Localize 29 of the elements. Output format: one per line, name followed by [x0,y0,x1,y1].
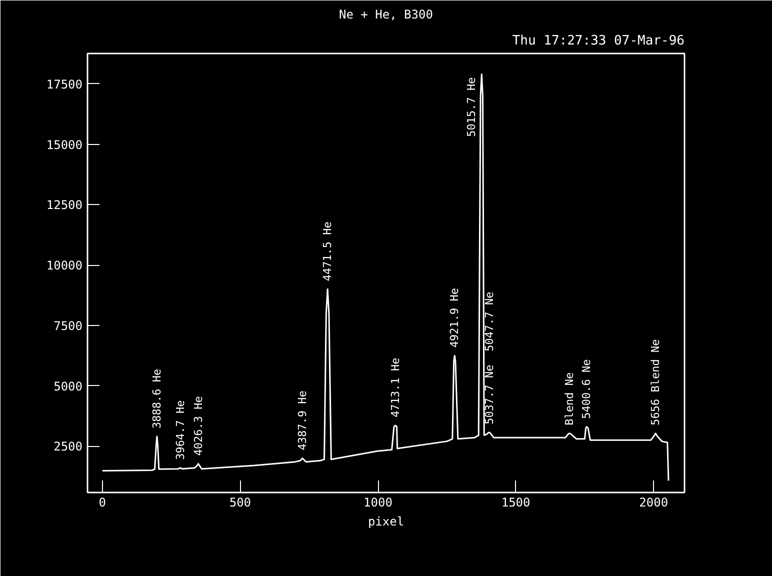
x-tick-label: 500 [229,496,252,510]
annotation: 3964.7 He [174,400,187,460]
annotation: 5037.7 Ne [483,364,496,424]
annotation: 3888.6 He [150,368,164,428]
x-tick-label: 0 [98,496,106,510]
x-tick-label: 1500 [501,496,530,510]
line-series [102,74,670,482]
x-tick-label: 1000 [364,496,392,510]
y-tick-label: 5000 [54,379,83,394]
x-tick-label: 2000 [639,496,668,510]
annotation: 4713.1 He [388,358,402,418]
x-axis-title: pixel [368,514,404,528]
y-tick-label: 12500 [46,198,82,212]
annotation: 5400.6 Ne [580,359,594,419]
annotation: 4026.3 He [192,396,205,456]
y-tick-label: 7500 [54,318,83,333]
y-tick-label: 10000 [46,258,82,273]
annotation: 4471.5 He [321,222,334,282]
annotation: 5015.7 He [465,77,478,137]
chart-subtitle: Ne + He, B300 [339,8,433,22]
y-tick-label: 15000 [46,138,82,152]
text: Thu 17:27:33 07-Mar-96 [512,34,684,48]
annotation: 4387.9 He [296,390,309,450]
annotation: 5047.7 Ne [483,292,496,352]
annotation: Blend Ne [563,372,576,426]
annotation: 5656 Blend Ne [649,339,662,426]
y-tick-label: 17500 [46,77,82,92]
y-tick-label: 2500 [54,440,83,454]
annotation: 4921.9 He [448,288,462,348]
